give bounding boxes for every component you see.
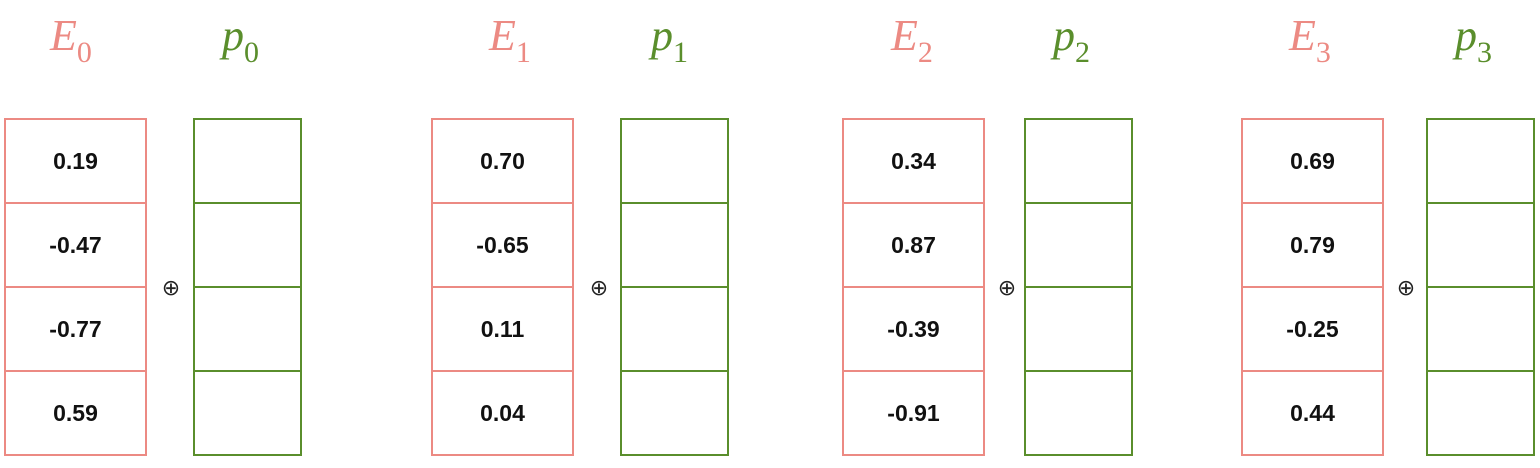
positional-vector-2 <box>1024 118 1133 456</box>
positional-cell <box>1024 118 1133 204</box>
positional-cell <box>193 202 302 288</box>
oplus-operator: ⊕ <box>997 276 1017 301</box>
embedding-label-3: E3 <box>1289 11 1331 69</box>
embedding-label-0: E0 <box>50 11 92 69</box>
positional-cell <box>620 370 729 456</box>
positional-label-3: p3 <box>1455 11 1492 69</box>
positional-cell <box>620 286 729 372</box>
positional-vector-1 <box>620 118 729 456</box>
positional-label-0: p0 <box>222 11 259 69</box>
positional-cell <box>1426 286 1535 372</box>
positional-cell <box>1426 370 1535 456</box>
embedding-cell: 0.87 <box>842 202 985 288</box>
embedding-cell: 0.19 <box>4 118 147 204</box>
embedding-cell: 0.44 <box>1241 370 1384 456</box>
positional-vector-0 <box>193 118 302 456</box>
oplus-operator: ⊕ <box>161 276 181 301</box>
embedding-cell: -0.39 <box>842 286 985 372</box>
positional-cell <box>620 118 729 204</box>
oplus-operator: ⊕ <box>1396 276 1416 301</box>
positional-cell <box>193 370 302 456</box>
positional-cell <box>1024 286 1133 372</box>
positional-label-2: p2 <box>1053 11 1090 69</box>
embedding-vector-3: 0.69 0.79 -0.25 0.44 <box>1241 118 1384 456</box>
embedding-label-1: E1 <box>489 11 531 69</box>
embedding-vector-1: 0.70 -0.65 0.11 0.04 <box>431 118 574 456</box>
embedding-cell: 0.79 <box>1241 202 1384 288</box>
positional-cell <box>1426 202 1535 288</box>
positional-vector-3 <box>1426 118 1535 456</box>
positional-cell <box>1024 370 1133 456</box>
embedding-cell: 0.59 <box>4 370 147 456</box>
embedding-cell: 0.04 <box>431 370 574 456</box>
positional-cell <box>620 202 729 288</box>
oplus-operator: ⊕ <box>589 276 609 301</box>
embedding-cell: 0.34 <box>842 118 985 204</box>
embedding-cell: -0.25 <box>1241 286 1384 372</box>
embedding-cell: -0.47 <box>4 202 147 288</box>
embedding-cell: 0.11 <box>431 286 574 372</box>
positional-cell <box>1024 202 1133 288</box>
embedding-cell: -0.65 <box>431 202 574 288</box>
embedding-cell: -0.91 <box>842 370 985 456</box>
positional-cell <box>193 118 302 204</box>
embedding-cell: 0.70 <box>431 118 574 204</box>
positional-cell <box>193 286 302 372</box>
embedding-vector-0: 0.19 -0.47 -0.77 0.59 <box>4 118 147 456</box>
embedding-vector-2: 0.34 0.87 -0.39 -0.91 <box>842 118 985 456</box>
positional-label-1: p1 <box>651 11 688 69</box>
embedding-cell: -0.77 <box>4 286 147 372</box>
positional-cell <box>1426 118 1535 204</box>
embedding-cell: 0.69 <box>1241 118 1384 204</box>
embedding-label-2: E2 <box>891 11 933 69</box>
